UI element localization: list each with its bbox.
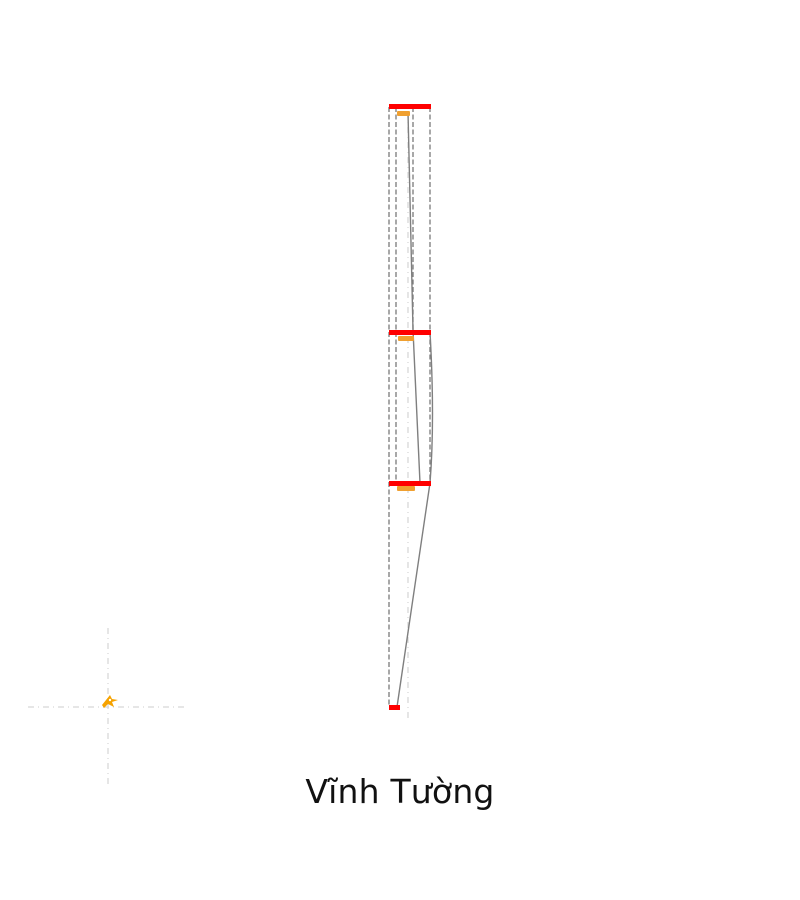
tier-marker-base (389, 705, 400, 710)
tier-marker-middle-bar (389, 330, 431, 335)
profile-outer-taper (396, 331, 434, 708)
stem-profile (396, 111, 434, 708)
tier-markers (389, 104, 431, 710)
origin-guide (28, 628, 188, 788)
stem-outline (388, 107, 431, 708)
tier-marker-top-bar (389, 104, 431, 109)
profile-inner-taper (407, 111, 421, 484)
tier-marker-top (389, 104, 431, 116)
tier-marker-lower (389, 481, 431, 491)
bird-icon (102, 695, 118, 708)
tier-marker-lower-bar (389, 481, 431, 486)
tier-marker-top-hub (397, 111, 410, 116)
tier-marker-base-bar (389, 705, 400, 710)
tier-marker-middle (389, 330, 431, 341)
tier-marker-middle-hub (398, 336, 414, 341)
caption-title: Vĩnh Tường (305, 772, 495, 811)
tier-marker-lower-hub (397, 486, 415, 491)
